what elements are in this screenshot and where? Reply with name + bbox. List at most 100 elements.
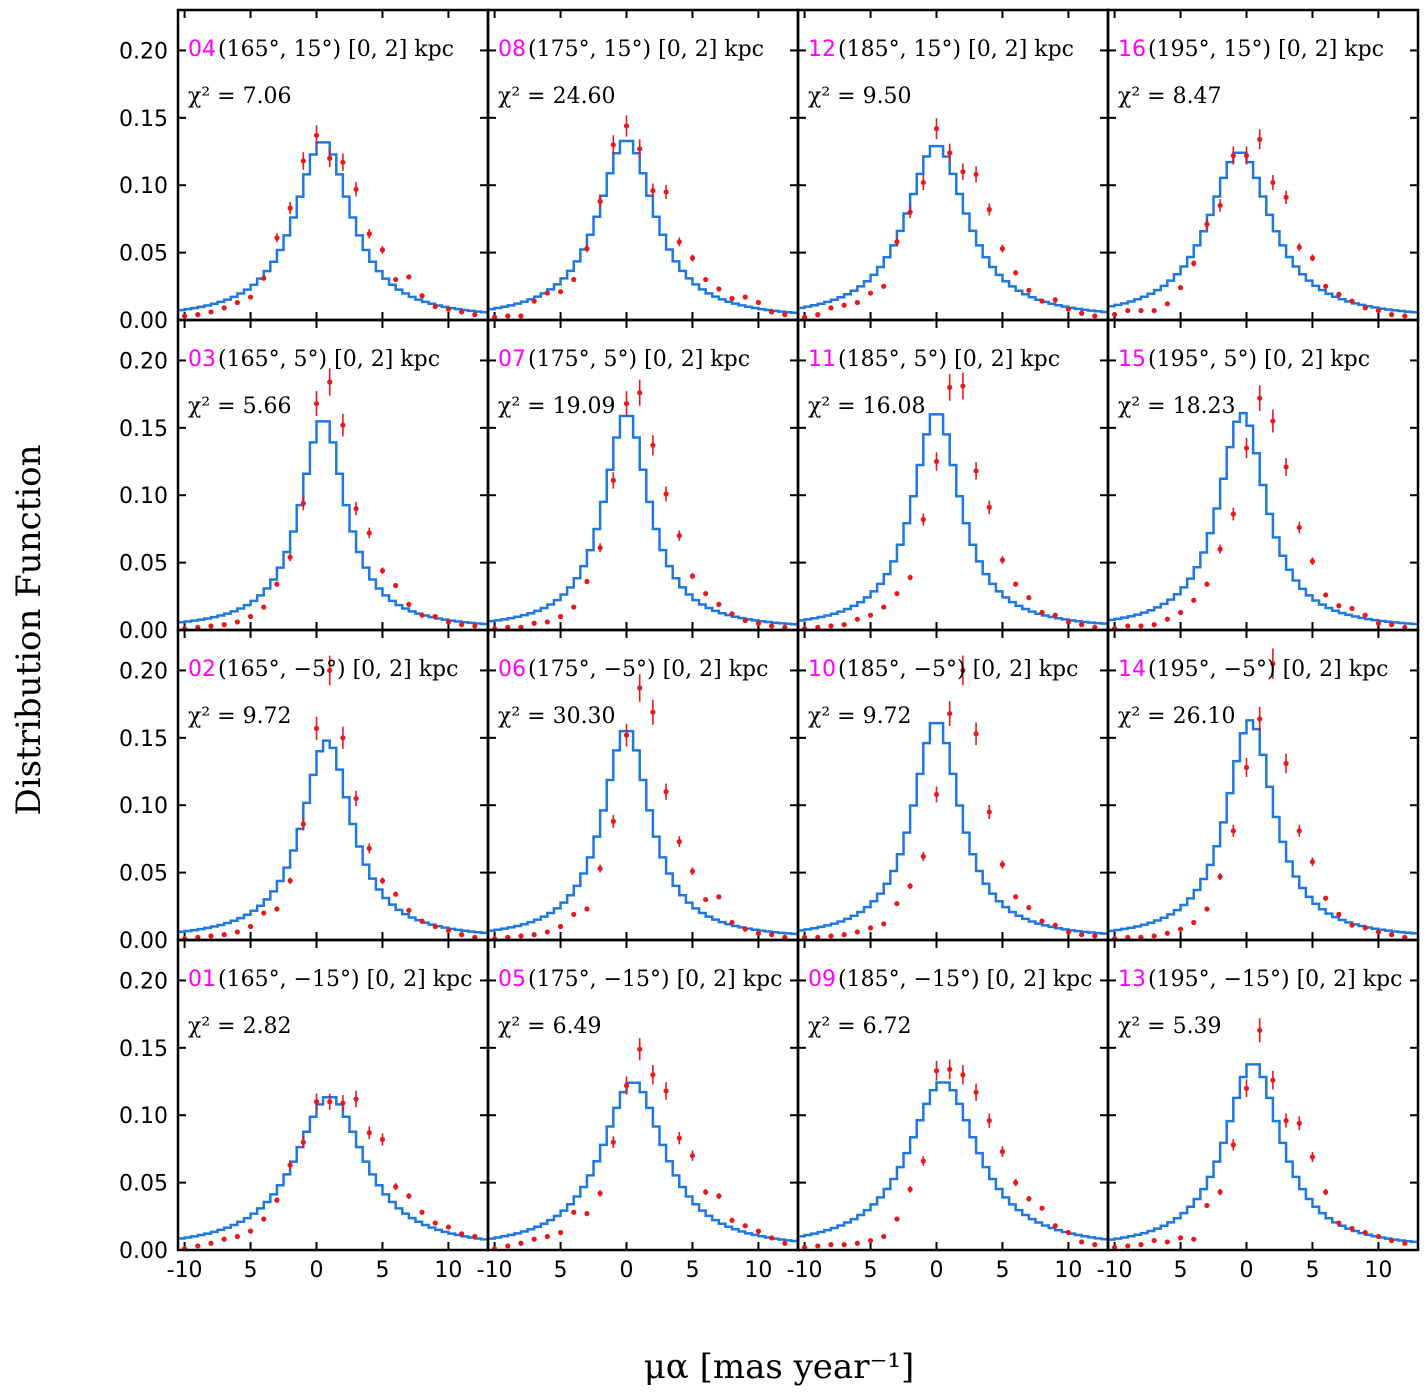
data-point	[1336, 911, 1342, 917]
data-point	[867, 925, 874, 931]
data-point	[1079, 622, 1085, 628]
data-point	[960, 383, 966, 389]
y-tick-label: 0.20	[119, 349, 168, 374]
data-point	[261, 1216, 267, 1222]
data-point	[472, 1233, 478, 1240]
data-point	[571, 276, 577, 283]
data-point	[1013, 894, 1019, 900]
data-point	[261, 910, 267, 916]
model-histogram-13	[1108, 1063, 1418, 1244]
data-point	[1375, 929, 1382, 935]
data-point	[445, 306, 452, 312]
data-point	[366, 530, 372, 536]
data-point	[623, 400, 630, 407]
data-point	[907, 209, 913, 215]
data-point	[1013, 270, 1019, 276]
data-point	[703, 896, 709, 903]
data-point	[676, 839, 682, 845]
data-point	[472, 312, 478, 318]
x-tick-label: -10	[477, 1258, 513, 1283]
data-point	[1079, 1239, 1085, 1245]
data-point	[1270, 179, 1276, 186]
data-point	[1296, 244, 1302, 250]
data-point	[716, 1193, 722, 1199]
panel-11: 11 (185°, 5°) [0, 2] kpc χ² = 16.08	[796, 318, 1110, 632]
data-point	[1052, 297, 1058, 303]
data-point	[419, 1209, 425, 1215]
data-point	[867, 290, 874, 296]
data-point	[1052, 922, 1058, 928]
data-point	[393, 276, 399, 283]
data-point	[769, 932, 775, 938]
data-point	[610, 1139, 616, 1145]
data-point	[327, 155, 333, 161]
data-point	[1296, 1120, 1302, 1126]
panel-id: 14	[1118, 657, 1146, 682]
data-point	[1111, 1244, 1118, 1250]
y-axis-title: Distribution Function	[9, 444, 49, 815]
data-point	[1026, 595, 1032, 601]
data-point	[663, 789, 669, 795]
model-histogram-16	[1108, 151, 1418, 314]
x-tick-label: 5	[375, 1258, 389, 1283]
data-point	[854, 616, 860, 622]
data-point	[769, 623, 775, 629]
data-point	[584, 245, 590, 252]
data-point	[247, 613, 254, 620]
model-histogram-08	[488, 139, 798, 315]
data-point	[986, 206, 992, 213]
panel-ticks	[178, 940, 488, 1250]
data-point	[986, 504, 992, 510]
data-point	[1079, 310, 1085, 316]
data-points-14	[1111, 648, 1408, 940]
data-point	[379, 878, 386, 884]
panel-chi2: χ² = 18.23	[1118, 394, 1236, 419]
data-point	[1164, 616, 1170, 622]
panel-id: 10	[808, 657, 836, 682]
data-point	[557, 1229, 564, 1236]
panel-16: 16 (195°, 15°) [0, 2] kpc χ² = 8.47	[1106, 8, 1420, 322]
data-point	[221, 932, 227, 938]
panel-id: 03	[188, 347, 216, 372]
panel-05: 05 (175°, −15°) [0, 2] kpc χ² = 6.49	[486, 938, 800, 1252]
data-point	[1270, 661, 1276, 667]
data-point	[1309, 255, 1316, 261]
data-point	[1309, 859, 1316, 865]
data-point	[867, 612, 874, 618]
data-point	[274, 906, 280, 912]
data-point	[801, 314, 808, 320]
data-point	[531, 620, 537, 626]
data-point	[300, 821, 306, 827]
data-point	[623, 1082, 630, 1089]
panel-id: 12	[808, 37, 836, 62]
data-point	[419, 293, 425, 299]
panel-chi2: χ² = 9.72	[808, 704, 912, 729]
model-histogram-04	[178, 141, 488, 314]
data-point	[1389, 622, 1395, 628]
data-point	[933, 791, 940, 798]
x-tick-label: -10	[787, 1258, 823, 1283]
model-histogram-10	[798, 721, 1108, 935]
data-point	[459, 309, 465, 315]
data-point	[637, 390, 643, 396]
panel-chi2: χ² = 6.49	[498, 1014, 602, 1039]
data-point	[1402, 313, 1408, 319]
data-point	[782, 934, 788, 940]
panel-chi2: χ² = 5.39	[1118, 1014, 1222, 1039]
data-point	[1138, 1242, 1144, 1248]
data-point	[557, 613, 564, 620]
data-points-11	[801, 372, 1098, 630]
data-point	[1230, 152, 1236, 159]
y-tick-label: 0.10	[119, 1104, 168, 1129]
data-point	[181, 313, 188, 319]
data-point	[755, 1228, 762, 1234]
data-point	[557, 289, 564, 295]
data-point	[557, 923, 564, 930]
data-point	[828, 305, 834, 311]
y-tick-label: 0.00	[119, 1239, 168, 1264]
data-point	[623, 732, 630, 738]
data-point	[920, 179, 926, 186]
data-point	[623, 123, 630, 129]
data-point	[1257, 1027, 1263, 1033]
data-point	[689, 573, 696, 579]
